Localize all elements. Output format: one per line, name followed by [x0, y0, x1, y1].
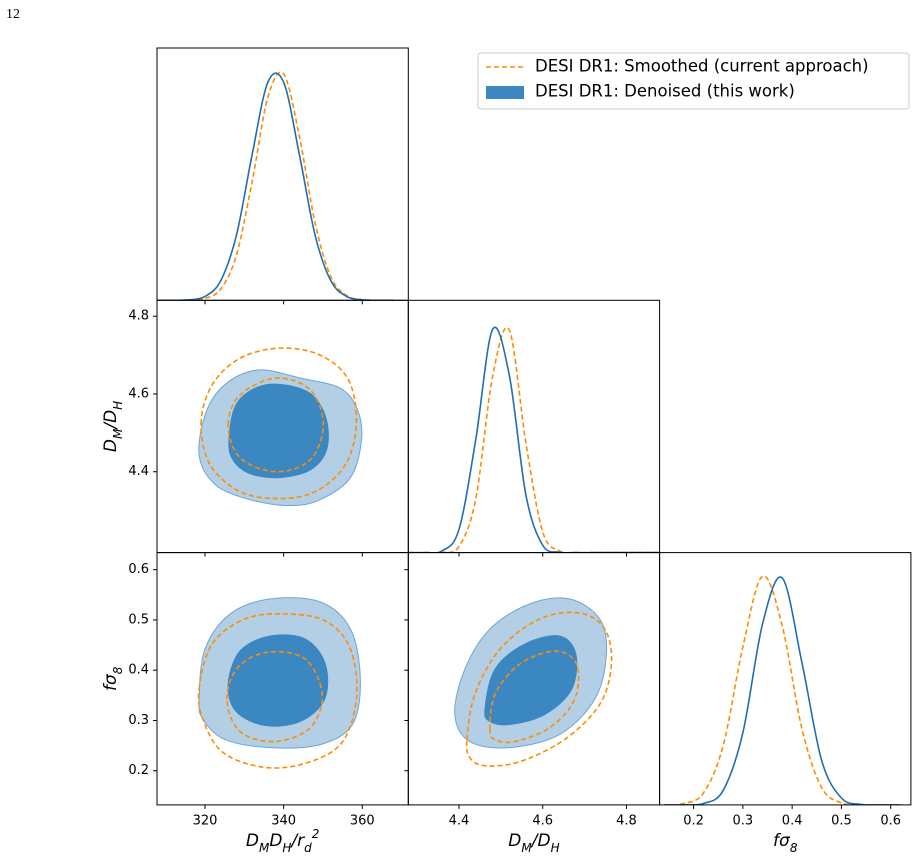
legend-label: DESI DR1: Denoised (this work) — [535, 82, 795, 101]
panel-frame — [156, 47, 409, 301]
label-part: 8 — [790, 840, 798, 854]
panel-frame — [407, 299, 661, 554]
contour — [197, 613, 358, 769]
x-tick-label: 4.8 — [616, 813, 637, 828]
panel — [198, 347, 363, 507]
label-part: H — [282, 840, 291, 854]
marginal-line — [408, 326, 660, 553]
contour — [484, 635, 578, 726]
x-tick-label: 0.5 — [831, 813, 852, 828]
label-part: fσ — [101, 673, 121, 691]
label-part: 2 — [312, 826, 320, 840]
panel — [663, 575, 901, 805]
y-tick-label: 0.5 — [128, 612, 149, 627]
label-part: d — [304, 840, 312, 854]
label-part: M — [111, 428, 125, 439]
contour — [227, 377, 325, 473]
x-tick-label: 340 — [271, 813, 296, 828]
label-part: H — [551, 840, 560, 854]
x-axis-label: DM/DH — [508, 831, 559, 855]
label-part: D — [246, 831, 259, 851]
x-tick-label: 360 — [350, 813, 375, 828]
marginal-line — [157, 72, 394, 301]
y-axis-label: fσ8 — [101, 666, 125, 691]
contour — [465, 611, 613, 767]
x-tick-label: 4.4 — [449, 813, 470, 828]
x-tick-label: 320 — [193, 813, 218, 828]
label-part: fσ — [773, 831, 791, 851]
panel — [454, 597, 613, 767]
contour — [227, 634, 329, 727]
label-part: /D — [530, 831, 551, 851]
y-tick-label: 0.6 — [128, 562, 149, 577]
marginal-line — [408, 326, 660, 553]
y-tick-label: 4.8 — [128, 309, 149, 324]
legend-swatch — [486, 86, 524, 99]
y-tick-label: 0.3 — [128, 713, 149, 728]
label-part: /r — [289, 831, 305, 851]
panel — [157, 71, 394, 301]
y-axis-label: DM/DH — [101, 401, 125, 452]
label-part: D — [101, 439, 121, 452]
x-tick-label: 0.6 — [880, 813, 901, 828]
x-tick-label: 0.3 — [733, 813, 754, 828]
contour — [489, 650, 580, 744]
x-tick-label: 0.4 — [782, 813, 803, 828]
label-part: D — [508, 831, 521, 851]
label-part: M — [259, 840, 270, 854]
x-tick-label: 4.6 — [532, 813, 553, 828]
x-axis-label: DMDH/rd2 — [246, 826, 320, 854]
panel — [197, 597, 361, 769]
contour — [226, 650, 324, 743]
marginal-line — [663, 575, 901, 805]
label-part: D — [269, 831, 282, 851]
panel-frame — [659, 552, 912, 806]
x-tick-label: 0.2 — [683, 813, 704, 828]
x-axis-label: fσ8 — [773, 831, 798, 855]
y-tick-label: 4.6 — [128, 386, 149, 401]
marginal-line — [664, 576, 901, 805]
legend-label: DESI DR1: Smoothed (current approach) — [535, 57, 869, 76]
contour — [228, 383, 329, 479]
label-part: /D — [101, 410, 121, 431]
y-tick-label: 4.4 — [128, 464, 149, 479]
marginal-line — [157, 71, 394, 301]
label-part: 8 — [111, 666, 125, 674]
y-tick-label: 0.4 — [128, 663, 149, 678]
legend-box — [477, 52, 910, 110]
page-number: 12 — [6, 7, 20, 22]
panel — [408, 326, 660, 553]
label-part: H — [111, 401, 125, 410]
label-part: M — [521, 840, 532, 854]
y-tick-label: 0.2 — [128, 763, 149, 778]
